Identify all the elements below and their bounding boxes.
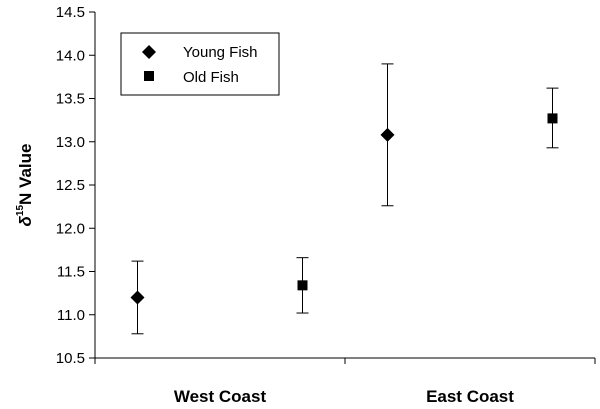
legend: Young Fish Old Fish [120, 32, 280, 96]
category-labels: West Coast East Coast [174, 387, 514, 406]
y-tick-label: 12.5 [56, 177, 85, 194]
y-tick-label: 10.5 [56, 350, 85, 367]
data-point-square [547, 113, 558, 124]
legend-label-old-fish: Old Fish [183, 69, 239, 86]
y-tick-label: 13.5 [56, 91, 85, 108]
y-axis-label: δ15N Value [15, 144, 35, 227]
y-tick-label: 12.0 [56, 220, 85, 237]
data-point-diamond [380, 127, 395, 142]
y-axis-label-superscript: 15 [15, 205, 26, 217]
y-ticks: 10.5 11.0 11.5 12.0 12.5 13.0 13.5 14.0 14.5 [56, 4, 95, 367]
legend-diamond-icon [142, 45, 156, 59]
legend-square-icon [144, 71, 154, 81]
legend-box [120, 32, 280, 96]
legend-label-young-fish: Young Fish [183, 44, 258, 61]
y-axis-label-text: N Value [16, 144, 35, 205]
x-category-label: East Coast [426, 387, 514, 406]
data-point-square [297, 280, 308, 291]
y-tick-label: 14.0 [56, 47, 85, 64]
y-tick-label: 11.5 [57, 264, 85, 281]
x-category-label: West Coast [174, 387, 267, 406]
x-ticks [94, 358, 596, 364]
y-tick-label: 13.0 [56, 134, 85, 151]
series-layer [130, 63, 559, 335]
y-tick-label: 14.5 [56, 4, 85, 21]
y-axis-label-delta: δ [16, 215, 35, 226]
y-tick-label: 11.0 [57, 307, 85, 324]
data-point-diamond [130, 290, 145, 305]
